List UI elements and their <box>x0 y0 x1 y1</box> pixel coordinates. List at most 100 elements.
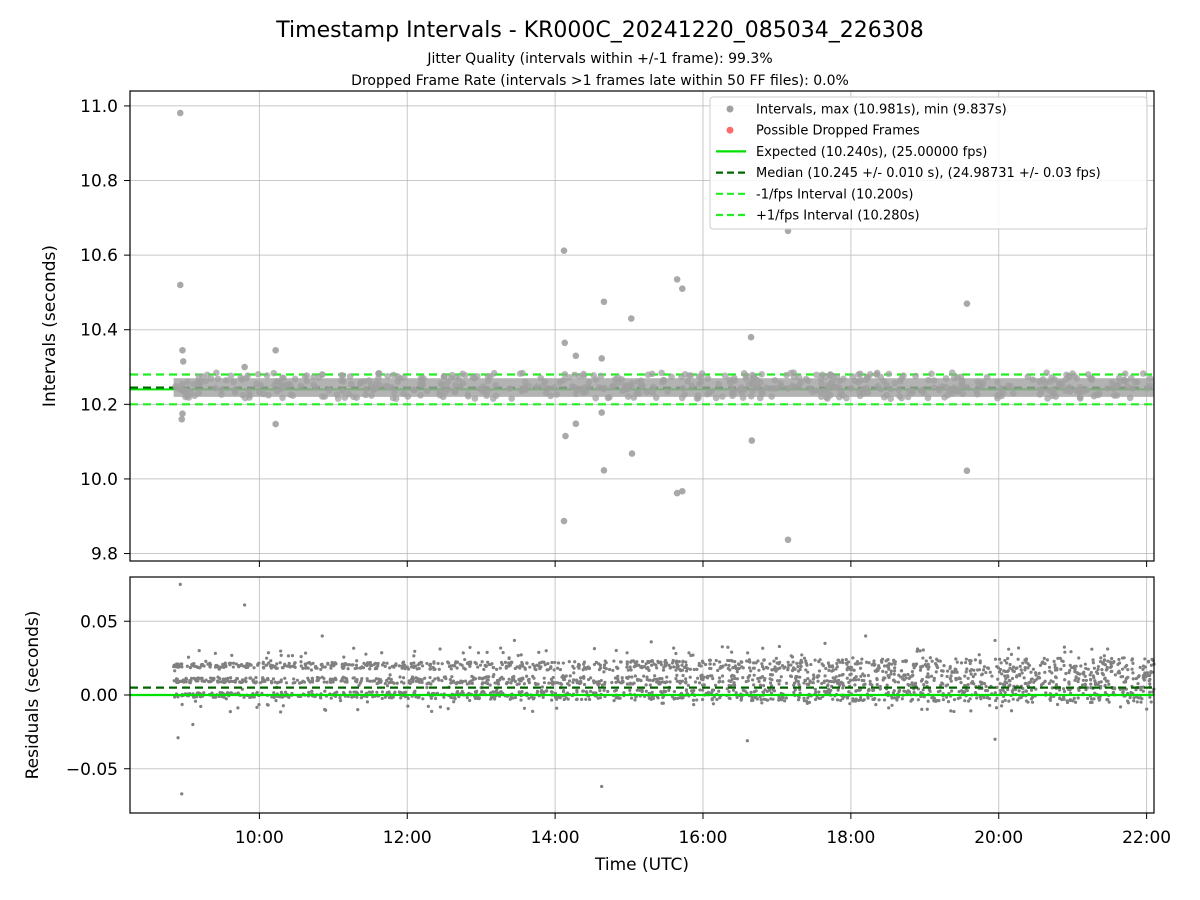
residual-point <box>1069 650 1073 654</box>
interval-point <box>795 373 803 381</box>
residual-point <box>611 668 615 672</box>
residual-point <box>264 663 268 667</box>
chart-title: Timestamp Intervals - KR000C_20241220_08… <box>275 18 923 43</box>
residual-point <box>1079 664 1083 668</box>
residual-point <box>616 677 620 681</box>
residual-point <box>1130 658 1134 662</box>
residual-point <box>626 668 630 672</box>
residual-point <box>625 662 629 666</box>
residual-point <box>383 695 387 699</box>
interval-point <box>461 372 469 379</box>
residual-point <box>408 681 412 685</box>
residual-point <box>659 680 663 684</box>
residual-point <box>711 677 715 681</box>
residual-point <box>800 660 804 664</box>
residual-point <box>269 666 273 670</box>
residual-point <box>720 665 724 669</box>
residual-point <box>949 689 954 693</box>
interval-point <box>348 380 355 388</box>
residual-point <box>1103 691 1107 695</box>
residual-point <box>923 662 927 667</box>
interval-point <box>898 394 905 402</box>
residual-point <box>893 662 897 666</box>
residual-point <box>804 668 808 672</box>
residual-point <box>558 668 563 672</box>
residual-outlier-point <box>242 603 247 607</box>
interval-point <box>864 389 872 397</box>
residual-point <box>504 666 508 670</box>
residual-point <box>542 660 546 664</box>
residual-point <box>872 659 876 663</box>
interval-point <box>748 375 756 382</box>
residual-point <box>777 696 781 700</box>
residual-point <box>1084 678 1088 683</box>
legend-marker <box>726 105 734 113</box>
residual-point <box>584 697 588 701</box>
residual-point <box>196 691 200 695</box>
interval-point <box>537 374 545 382</box>
residual-point <box>579 681 583 685</box>
residual-point <box>511 696 515 700</box>
residual-point <box>635 688 639 692</box>
residual-point <box>813 687 817 691</box>
residual-point <box>399 696 403 700</box>
residual-point <box>851 697 855 701</box>
residual-point <box>227 680 231 684</box>
residual-point <box>708 674 712 678</box>
residual-point <box>634 661 638 665</box>
residual-outlier-point <box>176 736 180 740</box>
residual-point <box>286 664 290 668</box>
interval-point <box>679 384 687 392</box>
residual-point <box>831 665 835 669</box>
interval-point <box>490 369 498 377</box>
residual-point <box>768 662 772 666</box>
residual-point <box>1022 676 1026 680</box>
residual-point <box>1084 688 1088 692</box>
residual-point <box>1006 675 1010 679</box>
residual-point <box>433 677 437 681</box>
residual-point <box>959 661 964 665</box>
residual-point <box>322 680 326 684</box>
residual-point <box>597 668 602 672</box>
residual-point <box>542 691 546 695</box>
residual-point <box>678 681 682 685</box>
interval-point <box>423 387 431 395</box>
interval-point <box>213 369 220 377</box>
residual-point <box>448 678 452 682</box>
residual-point <box>798 687 802 692</box>
residual-point <box>390 664 394 668</box>
residual-point <box>480 682 484 686</box>
residual-point <box>839 698 843 703</box>
residual-point <box>823 674 827 678</box>
residual-point <box>882 664 887 668</box>
interval-point <box>392 395 400 402</box>
residual-point <box>747 666 752 670</box>
residual-point <box>494 667 499 671</box>
residual-point <box>1003 674 1007 678</box>
residual-point <box>442 695 446 699</box>
residual-point <box>982 695 986 700</box>
residual-point <box>1107 682 1111 686</box>
residual-point <box>831 697 835 701</box>
residual-point <box>926 667 930 671</box>
residual-point <box>1030 700 1035 704</box>
residual-point <box>793 688 797 692</box>
residual-point <box>192 662 196 666</box>
residual-point <box>272 691 276 695</box>
residual-point <box>580 697 584 701</box>
interval-point <box>484 373 492 380</box>
residual-point <box>1003 680 1007 684</box>
residual-point <box>906 672 910 677</box>
residual-point <box>278 661 282 665</box>
residual-point <box>969 672 973 676</box>
residual-point <box>977 668 982 672</box>
residual-point <box>1045 658 1049 662</box>
residual-point <box>1012 665 1016 669</box>
residual-point <box>261 677 265 681</box>
residual-point <box>1003 658 1007 663</box>
residual-point <box>1008 666 1012 670</box>
residual-point <box>1067 671 1071 675</box>
residual-point <box>515 682 519 686</box>
interval-point <box>455 375 463 383</box>
residual-point <box>727 683 731 688</box>
